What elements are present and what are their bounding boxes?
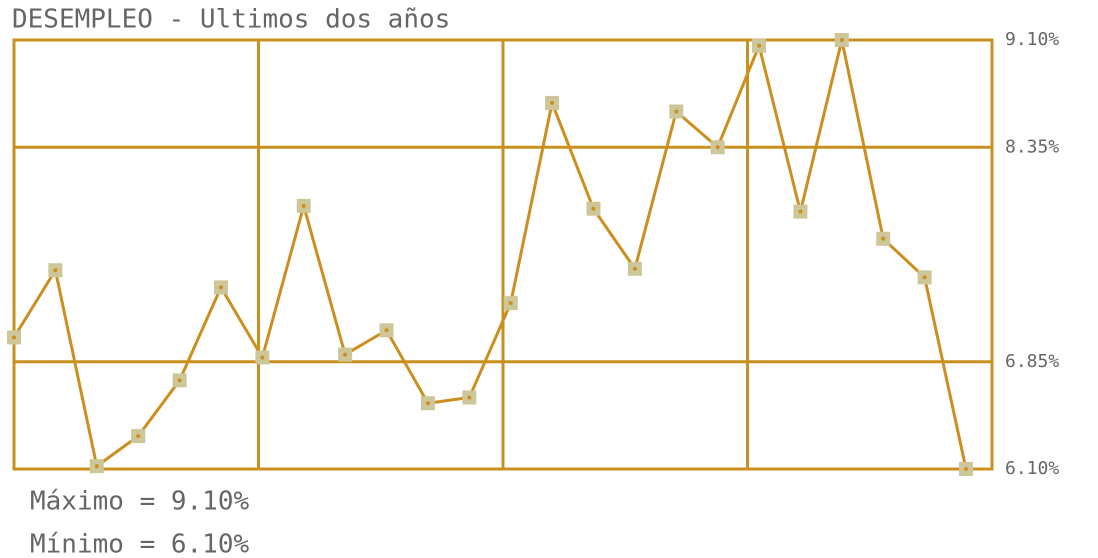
point-dot <box>508 301 513 306</box>
point-dot <box>964 467 968 471</box>
point-dot <box>632 266 637 271</box>
point-dot <box>384 328 389 333</box>
point-dot <box>177 378 182 383</box>
point-dot <box>260 355 265 360</box>
point-dot <box>674 109 679 114</box>
point-dot <box>550 100 555 105</box>
point-dot <box>136 434 141 439</box>
point-dot <box>922 275 927 280</box>
point-dot <box>94 464 99 469</box>
point-dot <box>798 209 803 214</box>
point-dot <box>591 206 596 211</box>
point-dot <box>757 43 762 48</box>
y-tick-label: 6.10% <box>1005 458 1059 479</box>
point-dot <box>12 335 16 340</box>
point-dot <box>218 285 223 290</box>
annotation: Máximo = 9.10% <box>30 487 249 517</box>
chart-title: DESEMPLEO - Ultimos dos años <box>12 5 450 35</box>
point-dot <box>301 203 306 208</box>
point-dot <box>467 395 472 400</box>
annotation: Mínimo = 6.10% <box>30 530 249 558</box>
y-tick-label: 8.35% <box>1005 136 1059 157</box>
y-tick-label: 9.10% <box>1005 29 1059 50</box>
point-dot <box>425 401 430 406</box>
point-dot <box>839 38 844 42</box>
y-tick-label: 6.85% <box>1005 351 1059 372</box>
point-dot <box>715 145 720 150</box>
point-dot <box>53 268 58 273</box>
point-dot <box>343 352 348 357</box>
line-series <box>12 39 968 470</box>
point-dot <box>881 236 886 241</box>
